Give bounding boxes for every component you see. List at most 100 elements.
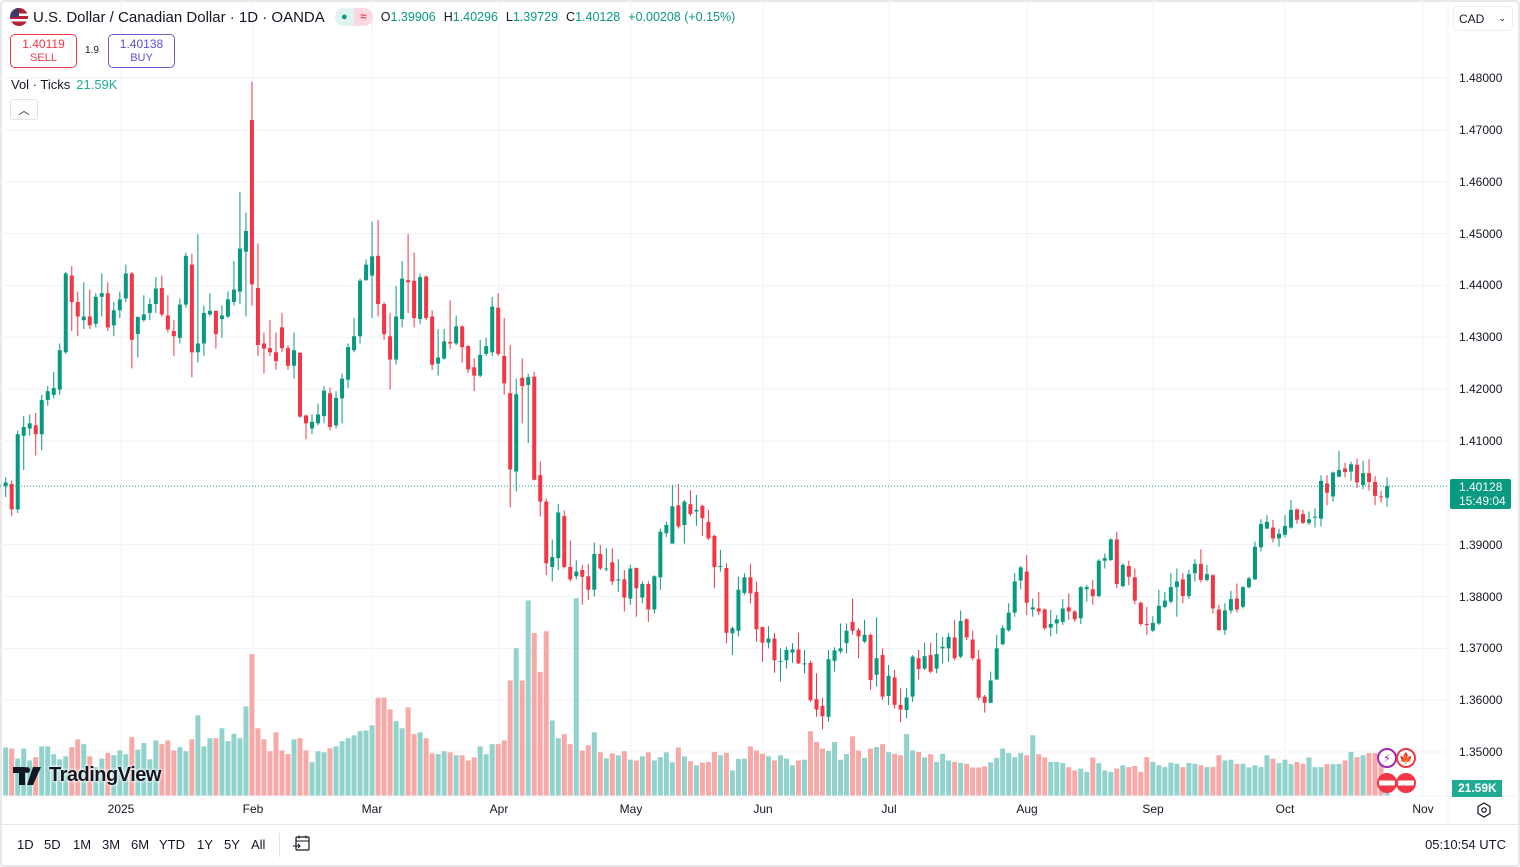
volume-bar <box>1084 771 1090 796</box>
volume-bar <box>1312 767 1318 796</box>
volume-bar <box>321 752 327 796</box>
volume-bar <box>591 732 597 796</box>
candle-body <box>207 310 212 315</box>
candle-body <box>177 304 182 338</box>
candle-body <box>249 119 254 285</box>
candle-body <box>364 264 369 281</box>
candle-body <box>862 634 867 642</box>
candle-body <box>147 304 152 313</box>
grid-lines <box>0 0 1448 796</box>
lightning-event-icon[interactable]: ⚡ <box>1377 748 1397 768</box>
time-tick-label: Jul <box>881 802 897 816</box>
candle-body <box>424 276 429 319</box>
modified-data-icon: ≈ <box>353 8 373 26</box>
volume-bar <box>741 758 747 796</box>
volume-bar <box>597 752 603 796</box>
utc-clock[interactable]: 05:10:54 UTC <box>1425 837 1506 852</box>
settings-icon[interactable] <box>1476 802 1492 818</box>
buy-button[interactable]: 1.40138 BUY <box>108 34 175 68</box>
time-tick-label: Apr <box>489 802 509 816</box>
volume-bar <box>561 734 567 796</box>
volume-bar <box>333 746 339 796</box>
time-tick-label: Oct <box>1275 802 1295 816</box>
range-button-1d[interactable]: 1D <box>17 837 34 852</box>
candle-body <box>165 315 170 330</box>
volume-bar <box>1282 759 1288 796</box>
candle-body <box>496 307 501 354</box>
candle-body <box>478 354 483 376</box>
volume-bar <box>459 755 465 796</box>
candle-body <box>1048 623 1053 628</box>
candle-body <box>712 535 717 567</box>
candle-body <box>1379 496 1384 498</box>
range-button-3m[interactable]: 3M <box>102 837 121 852</box>
volume-bar <box>850 736 856 796</box>
candle-body <box>814 699 819 710</box>
volume-bar <box>1030 735 1036 796</box>
candle-body <box>382 304 387 335</box>
sell-button[interactable]: 1.40119 SELL <box>10 34 77 68</box>
symbol-title[interactable]: U.S. Dollar / Canadian Dollar · 1D · OAN… <box>33 8 325 26</box>
us-flag-event-icon[interactable] <box>1377 773 1397 793</box>
volume-bar <box>261 739 267 796</box>
range-button-5d[interactable]: 5D <box>44 837 61 852</box>
volume-bar <box>1060 763 1066 796</box>
candle-body <box>310 421 315 429</box>
tradingview-logo[interactable]: TradingView <box>13 764 161 787</box>
range-button-1m[interactable]: 1M <box>73 837 92 852</box>
candle-body <box>844 630 849 644</box>
volume-bar <box>429 753 435 796</box>
us-flag-event-icon-2[interactable] <box>1396 773 1416 793</box>
volume-bar <box>543 631 549 796</box>
volume-bar <box>453 755 459 796</box>
candle-body <box>550 557 555 567</box>
volume-bar <box>808 731 814 796</box>
collapse-legend-button[interactable]: ︿ <box>10 99 38 120</box>
candle-body <box>1138 602 1143 624</box>
range-button-ytd[interactable]: YTD <box>159 837 185 852</box>
candle-body <box>1096 560 1101 596</box>
volume-bar <box>1132 766 1138 796</box>
range-button-all[interactable]: All <box>251 837 266 852</box>
range-button-6m[interactable]: 6M <box>131 837 150 852</box>
range-button-5y[interactable]: 5Y <box>224 837 240 852</box>
volume-bar <box>9 748 15 796</box>
volume-bar <box>1276 763 1282 796</box>
price-tick-label: 1.44000 <box>1459 278 1503 293</box>
candle-body <box>472 367 477 376</box>
candle-body <box>1288 509 1293 528</box>
volume-bar <box>525 600 531 796</box>
candle-body <box>219 315 224 320</box>
volume-bar <box>1150 761 1156 796</box>
volume-bar <box>399 728 405 796</box>
volume-bar <box>99 758 105 796</box>
volume-bar <box>1288 764 1294 796</box>
go-to-date-icon[interactable] <box>292 834 312 854</box>
volume-bar <box>309 762 315 796</box>
volume-bar <box>81 744 87 796</box>
currency-select[interactable]: CAD ⌄ <box>1453 6 1513 31</box>
time-tick-label: Mar <box>361 802 383 816</box>
candle-body <box>754 591 759 630</box>
range-button-1y[interactable]: 1Y <box>197 837 213 852</box>
volume-legend[interactable]: Vol · Ticks 21.59K <box>11 77 117 92</box>
volume-bar <box>1252 765 1258 796</box>
candle-body <box>1325 483 1330 493</box>
canada-flag-icon[interactable]: 🍁 <box>1396 748 1416 768</box>
candle-body <box>201 312 206 344</box>
candle-body <box>766 638 771 643</box>
volume-bar <box>369 725 375 796</box>
volume-bars <box>3 598 1390 796</box>
candle-body <box>285 348 290 366</box>
candle-body <box>442 341 447 359</box>
candle-body <box>267 348 272 353</box>
candle-body <box>412 280 417 319</box>
candle-body <box>622 579 627 598</box>
candle-body <box>1276 533 1281 539</box>
candle-body <box>1385 486 1390 498</box>
price-tick-label: 1.42000 <box>1459 382 1503 397</box>
market-status[interactable]: ● ≈ <box>334 8 373 26</box>
volume-label: Vol · Ticks <box>11 77 71 92</box>
candle-body <box>940 646 945 649</box>
